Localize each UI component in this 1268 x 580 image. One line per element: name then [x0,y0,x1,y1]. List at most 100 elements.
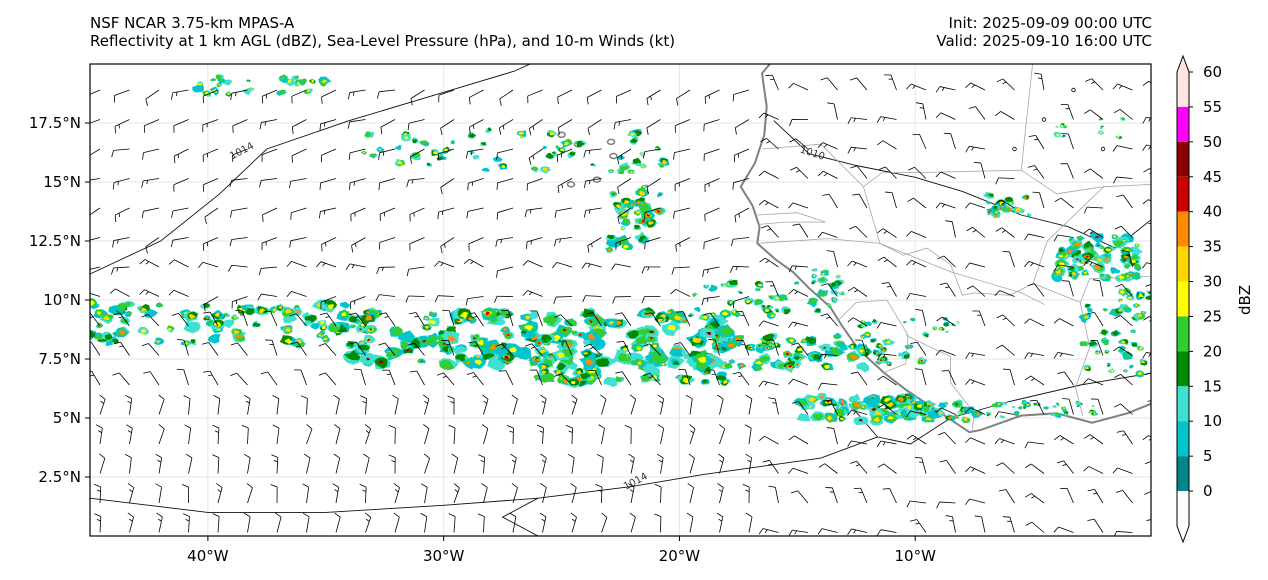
reflectivity-cell [1138,293,1144,298]
reflectivity-cell [1133,274,1141,279]
reflectivity-cell [606,234,615,240]
reflectivity-cell [758,345,761,347]
wind-barb [853,548,867,562]
wind-barb [409,237,425,251]
wind-barb [528,148,543,165]
reflectivity-cell [836,276,840,279]
reflectivity-cell [639,190,645,196]
wind-barb [511,394,518,415]
reflectivity-cell [617,154,626,161]
wind-barb [554,373,573,386]
reflectivity-cell [594,358,610,367]
wind-barb [885,191,897,209]
reflectivity-cell [840,292,843,295]
reflectivity-cell [561,348,574,358]
wind-barb [557,119,573,135]
reflectivity-cell [833,334,840,340]
wind-barb [906,293,927,300]
wind-barb [434,261,455,268]
reflectivity-cell [925,417,932,421]
reflectivity-cell [1062,407,1066,410]
wind-barb [877,463,897,474]
wind-barb [1116,430,1133,445]
reflectivity-cell [233,330,240,335]
wind-barb [203,311,219,327]
reflectivity-cell [485,311,490,316]
wind-barb [825,487,838,504]
reflectivity-cell [724,362,732,368]
wind-barb [111,266,130,275]
wind-barb [788,435,809,445]
wind-barb [745,394,753,415]
wind-barb [158,424,165,445]
reflectivity-cell [765,347,768,349]
wind-barb [272,424,280,445]
wind-barb [1060,163,1074,179]
reflectivity-cell [480,142,487,146]
wind-barb [203,370,219,386]
reflectivity-cell [672,361,680,365]
reflectivity-cell [657,318,663,322]
reflectivity-cell [768,295,772,298]
reflectivity-cell [520,330,527,334]
reflectivity-cell [796,413,811,422]
wind-barb [936,556,956,562]
wind-barb [290,207,307,220]
wind-barb [1147,400,1151,402]
wind-barb [1142,81,1151,86]
reflectivity-cell [1011,406,1016,409]
reflectivity-cell [369,328,372,331]
border-line [879,243,1046,306]
y-tick-label: 12.5°N [29,232,81,250]
reflectivity-cell [831,347,841,357]
reflectivity-cell [722,284,726,287]
wind-barb [673,342,691,356]
wind-barb [615,89,632,104]
wind-barb [440,237,455,254]
reflectivity-cell [645,312,651,317]
wind-barb [965,202,986,209]
reflectivity-cell [1052,405,1057,408]
reflectivity-cell [297,339,302,343]
wind-barb [758,320,779,327]
wind-barb [124,454,132,474]
reflectivity-cell [556,352,566,359]
wind-barb [154,543,160,562]
wind-barb [625,543,631,562]
wind-barb [996,314,1015,327]
wind-barb [877,228,897,238]
reflectivity-cell [636,346,642,351]
reflectivity-cell [365,315,373,321]
wind-barb [1083,466,1104,474]
reflectivity-cell [865,333,870,336]
axes: 40°W 30°W 20°W 10°W 2.5°N 5°N 7.5°N 10°N 12.5°N 1… [29,114,936,565]
reflectivity-cell [1134,304,1139,307]
wind-barb [704,89,720,104]
reflectivity-cell [192,85,204,93]
wind-barb [768,485,779,504]
reflectivity-cell [576,140,585,148]
wind-barb [141,178,160,188]
reflectivity-cell [117,303,127,311]
reflectivity-cell [94,334,104,340]
wind-barb [1083,434,1104,445]
reflectivity-cell [1045,406,1049,409]
wind-barb [703,237,720,250]
reflectivity-cell [649,330,654,334]
y-tick-label: 10°N [43,291,81,309]
wind-barb [507,543,513,562]
wind-barb [554,314,573,327]
wind-barb [1087,312,1104,327]
wind-barb [674,119,691,133]
wind-barb [228,264,248,272]
wind-barb [826,250,838,268]
wind-barb [736,340,750,356]
reflectivity-cell [223,79,232,86]
reflectivity-cell [1100,125,1104,128]
reflectivity-cell [281,77,289,84]
wind-barb [300,395,308,415]
reflectivity-cell [958,412,961,415]
wind-barb [1113,176,1133,184]
wind-barb [788,529,809,536]
reflectivity-cell [111,338,119,344]
